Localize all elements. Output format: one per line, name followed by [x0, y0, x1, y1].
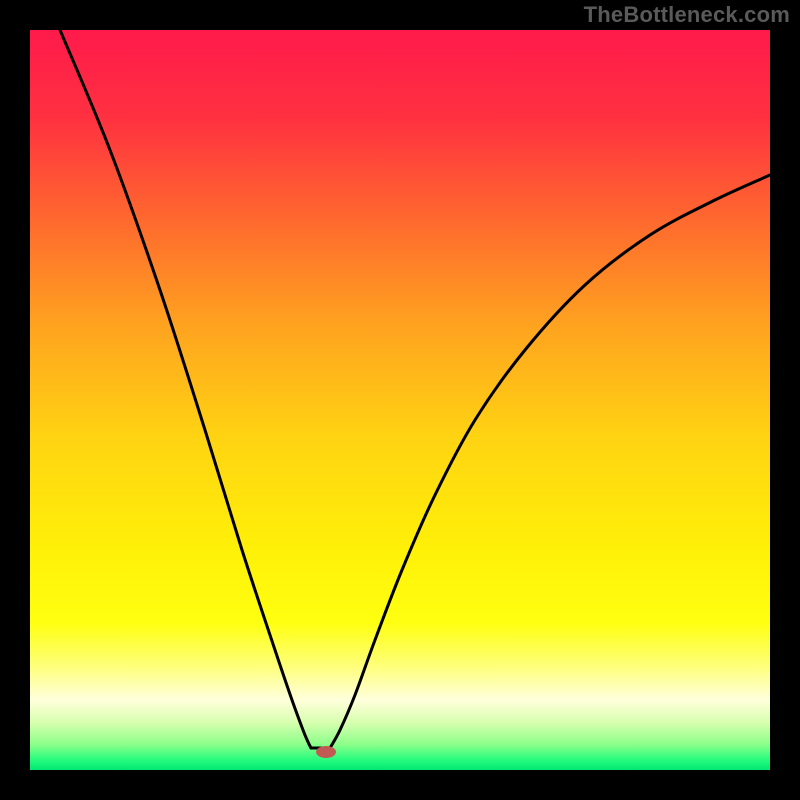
chart-frame: TheBottleneck.com [0, 0, 800, 800]
watermark-text: TheBottleneck.com [584, 2, 790, 28]
plot-area [30, 30, 770, 770]
optimum-marker [316, 746, 336, 758]
gradient-background [30, 30, 770, 770]
plot-svg [30, 30, 770, 770]
